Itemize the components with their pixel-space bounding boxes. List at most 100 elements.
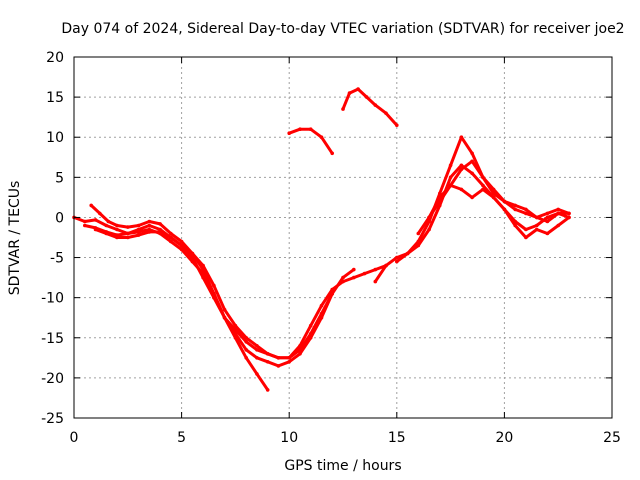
data-point [158, 230, 162, 234]
data-point [416, 231, 421, 236]
data-point [481, 183, 485, 188]
data-point [459, 163, 464, 168]
data-point [126, 225, 130, 229]
data-point [126, 231, 130, 236]
data-point [93, 218, 98, 222]
y-tick-label: -25 [41, 411, 64, 427]
data-point [244, 356, 248, 360]
data-point [319, 135, 324, 139]
data-point [470, 195, 474, 200]
data-point [395, 259, 399, 264]
chart-title: Day 074 of 2024, Sidereal Day-to-day VTE… [61, 21, 624, 37]
data-point [233, 323, 238, 328]
data-point [201, 267, 205, 272]
data-point [265, 388, 270, 392]
data-point [545, 231, 550, 236]
data-point [212, 291, 216, 296]
y-axis-title: SDTVAR / TECUs [7, 181, 23, 296]
data-point [136, 223, 141, 228]
data-point [352, 267, 356, 272]
data-point [438, 199, 442, 204]
y-tick-label: -15 [41, 331, 64, 347]
data-point [373, 267, 378, 272]
data-point [427, 227, 431, 232]
data-point [169, 231, 173, 236]
data-point [448, 183, 453, 188]
data-point [201, 275, 205, 280]
y-tick-label: 15 [46, 90, 64, 106]
series-track-6 [341, 87, 399, 127]
data-point [524, 211, 528, 216]
data-point [384, 111, 388, 115]
data-point [373, 103, 378, 107]
y-tick-label: 10 [46, 130, 64, 146]
data-point [106, 219, 111, 224]
data-point [362, 271, 367, 276]
y-tick-label: 20 [46, 50, 64, 66]
data-point [308, 127, 313, 131]
data-point [364, 95, 369, 99]
data-point [244, 348, 248, 352]
data-point [524, 227, 528, 232]
data-point [395, 123, 399, 127]
data-point [83, 223, 87, 228]
data-point [104, 223, 109, 228]
y-tick-label: 5 [55, 170, 64, 186]
data-point [287, 360, 292, 364]
ticks: 0 5 10 15 20 25 -25 -20 -15 -10 -5 0 5 10 15 20 [41, 50, 621, 446]
series-layer [72, 87, 571, 392]
series-track-10 [427, 159, 571, 223]
data-point [255, 348, 259, 352]
data-point [448, 163, 453, 168]
data-point [222, 315, 227, 320]
data-point [384, 263, 388, 268]
x-tick-label: 5 [177, 430, 186, 446]
data-point [534, 223, 539, 228]
data-point [147, 230, 152, 234]
data-point [298, 344, 302, 348]
x-tick-label: 10 [280, 430, 298, 446]
data-point [567, 211, 571, 216]
data-point [330, 151, 335, 156]
data-point [255, 356, 259, 360]
data-point [470, 159, 474, 164]
data-point [147, 219, 152, 224]
y-tick-label: -10 [41, 291, 64, 307]
data-point [347, 91, 352, 95]
data-point [104, 231, 109, 236]
data-point [287, 131, 292, 135]
series-track-1 [72, 215, 334, 368]
data-point [416, 243, 421, 248]
data-point [255, 372, 259, 376]
data-point [190, 251, 195, 256]
data-point [470, 151, 474, 156]
data-point [491, 187, 496, 192]
data-point [98, 211, 102, 216]
data-point [126, 235, 130, 240]
data-point [233, 336, 238, 340]
data-point [395, 255, 399, 260]
data-point [491, 195, 496, 200]
data-point [287, 356, 292, 360]
data-point [179, 239, 184, 244]
y-tick-label: -5 [50, 251, 64, 267]
data-point [459, 135, 464, 139]
plot-frame [73, 56, 613, 419]
data-point [169, 235, 173, 240]
data-point [341, 275, 345, 280]
data-point [470, 171, 474, 176]
data-point [158, 222, 162, 226]
x-tick-label: 15 [388, 430, 406, 446]
data-point [356, 87, 360, 91]
data-point [222, 307, 227, 312]
data-point [147, 223, 152, 228]
data-point [556, 223, 560, 228]
data-point [115, 223, 119, 228]
data-point [276, 356, 281, 360]
grid-lines [74, 57, 612, 418]
data-point [481, 187, 485, 192]
data-point [534, 215, 539, 220]
data-point [545, 215, 550, 220]
data-point [136, 233, 141, 237]
